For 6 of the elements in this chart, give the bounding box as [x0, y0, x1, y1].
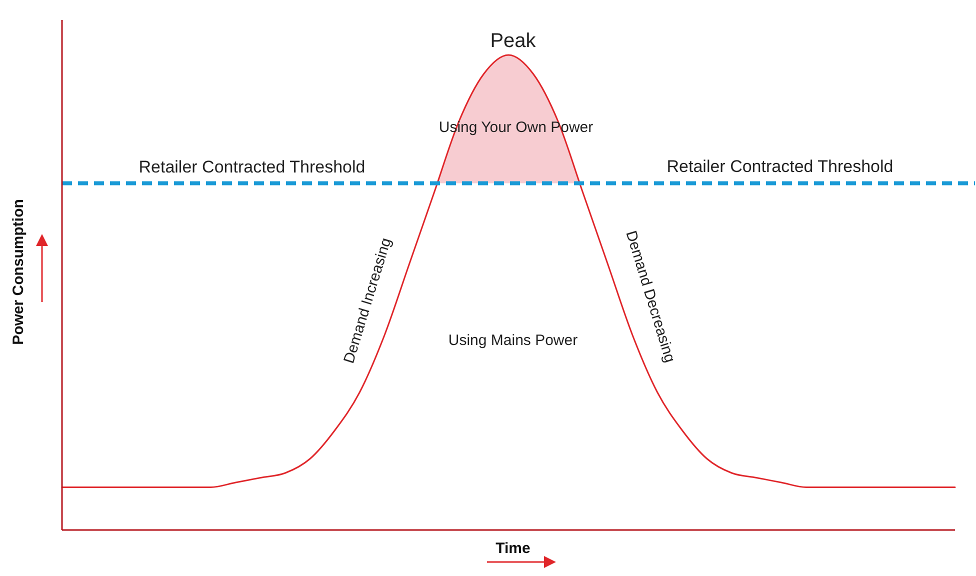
- y-axis-title: Power Consumption: [10, 199, 27, 345]
- annotation: Retailer Contracted Threshold: [666, 157, 894, 176]
- x-axis-title: Time: [496, 540, 530, 557]
- annotation: Using Mains Power: [448, 332, 578, 349]
- ref-line-label: Retailer Contracted Threshold: [138, 157, 366, 176]
- text: Peak: [490, 30, 537, 52]
